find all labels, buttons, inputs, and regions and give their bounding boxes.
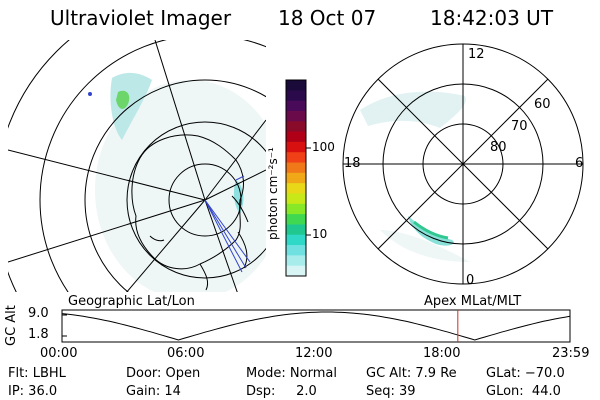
date-label: 18 Oct 07 <box>278 6 377 30</box>
colorbar-swatch <box>286 121 306 133</box>
mlt-label-bottom: 0 <box>466 273 475 288</box>
aurora-oval-top <box>360 91 466 128</box>
colorbar-unit-label: photon cm⁻²s⁻¹ <box>266 147 280 240</box>
colorbar-swatch <box>286 90 306 102</box>
continent-outline <box>131 134 244 270</box>
mlat-label-80: 80 <box>490 140 507 155</box>
colorbar-swatch <box>286 203 306 215</box>
right-map-caption: Apex MLat/MLT <box>424 294 522 309</box>
dsp-readout: Dsp: 2.0 <box>246 384 317 399</box>
colorbar-swatch <box>286 214 306 225</box>
left-map-caption: Geographic Lat/Lon <box>68 294 195 309</box>
altitude-ytick-high: 9.0 <box>28 306 49 321</box>
altitude-ylabel: GC Alt <box>4 305 19 346</box>
time-label: 18:42:03 UT <box>430 6 554 30</box>
aurora-region-right <box>233 180 244 214</box>
satellite-footprint <box>88 92 251 273</box>
seq-readout: Seq: 39 <box>366 384 416 399</box>
colorbar-swatch <box>286 265 306 277</box>
aurora-region-left <box>110 72 152 140</box>
glat-readout: GLat: −70.0 <box>486 366 565 381</box>
altitude-xtick-4: 23:59 <box>552 346 590 361</box>
colorbar-swatch <box>286 152 306 164</box>
colorbar-swatch <box>286 183 306 194</box>
mlt-label-right: 6 <box>575 156 584 171</box>
altitude-plot <box>61 309 571 343</box>
colorbar-swatch <box>286 172 306 184</box>
colorbar-swatch <box>286 245 306 256</box>
ip-readout: IP: 36.0 <box>8 384 58 399</box>
mlat-label-60: 60 <box>534 97 551 112</box>
mlat-label-70: 70 <box>511 119 528 134</box>
colorbar-tick-100: 100 <box>312 140 335 154</box>
magnetic-polar-plot <box>342 43 584 285</box>
colorbar-swatch <box>286 131 306 143</box>
instrument-title: Ultraviolet Imager <box>50 6 232 30</box>
altitude-xtick-2: 12:00 <box>295 346 333 361</box>
colorbar <box>285 79 311 277</box>
colorbar-swatch <box>286 141 306 153</box>
altitude-xtick-0: 00:00 <box>40 346 78 361</box>
colorbar-swatch <box>286 110 306 122</box>
mode-readout: Mode: Normal <box>246 366 337 381</box>
aurora-bright-left <box>116 90 130 109</box>
colorbar-swatch <box>286 224 306 236</box>
map-grid <box>8 40 266 292</box>
colorbar-swatch <box>286 255 306 267</box>
filter-readout: Flt: LBHL <box>8 366 66 381</box>
altitude-curve <box>61 311 571 341</box>
mlt-lines <box>343 44 583 284</box>
colorbar-swatch <box>286 193 306 205</box>
geographic-map <box>8 40 266 292</box>
colorbar-swatch <box>286 234 306 246</box>
altitude-xtick-3: 18:00 <box>423 346 461 361</box>
door-readout: Door: Open <box>126 366 201 381</box>
glon-readout: GLon: 44.0 <box>486 384 561 399</box>
mlt-label-top: 12 <box>468 47 485 62</box>
mlt-label-left: 18 <box>344 156 361 171</box>
colorbar-swatch <box>286 162 306 174</box>
colorbar-swatch <box>286 100 306 112</box>
altitude-ytick-low: 1.8 <box>28 327 49 342</box>
colorbar-swatch <box>286 80 306 91</box>
altitude-xtick-1: 06:00 <box>167 346 205 361</box>
colorbar-tick-10: 10 <box>312 227 328 241</box>
gc-alt-readout: GC Alt: 7.9 Re <box>366 366 457 381</box>
gain-readout: Gain: 14 <box>126 384 181 399</box>
